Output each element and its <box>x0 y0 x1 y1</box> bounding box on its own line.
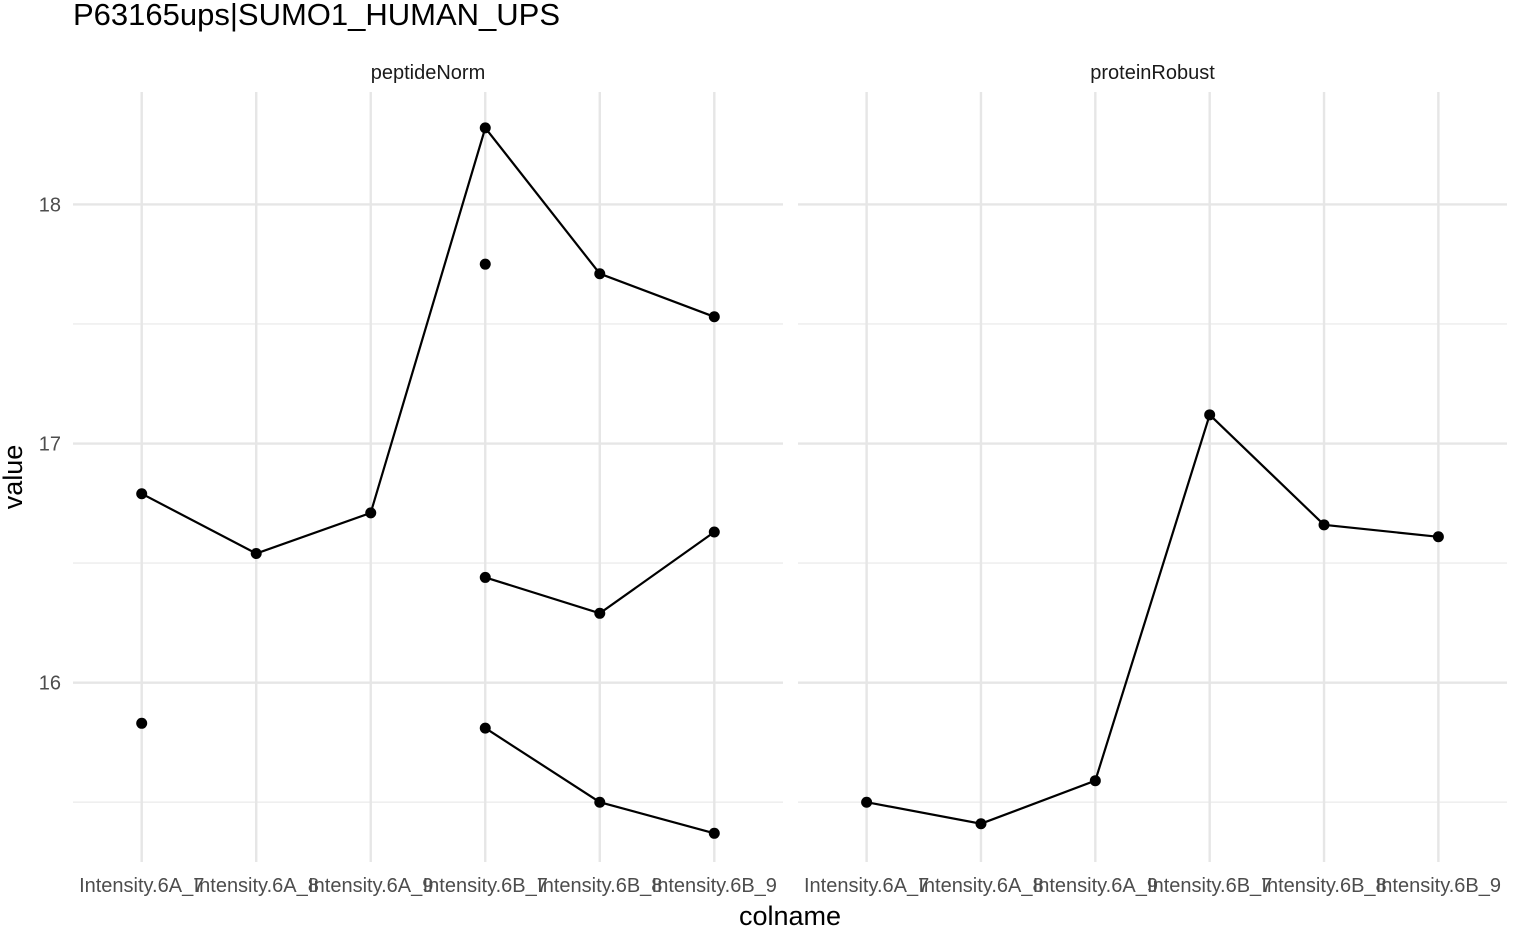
data-point <box>479 122 491 134</box>
data-point <box>136 717 148 729</box>
y-tick-label: 17 <box>39 434 61 456</box>
data-point <box>365 507 377 519</box>
series-line <box>866 412 1439 825</box>
data-point <box>594 268 606 280</box>
y-axis-title: value <box>0 445 28 510</box>
facet-panels: peptideNorm161718Intensity.6A_7Intensity… <box>39 62 1507 897</box>
data-point <box>250 548 262 560</box>
x-tick-label: Intensity.6A_8 <box>918 875 1043 897</box>
data-point <box>708 827 720 839</box>
x-tick-label: Intensity.6A_8 <box>194 875 319 897</box>
series-line <box>141 125 715 555</box>
data-point <box>861 796 873 808</box>
data-point <box>479 722 491 734</box>
data-point <box>975 818 987 830</box>
x-tick-label: Intensity.6B_9 <box>1376 875 1501 897</box>
y-tick-label: 16 <box>39 673 61 695</box>
x-tick-label: Intensity.6A_9 <box>1033 875 1158 897</box>
x-tick-label: Intensity.6B_9 <box>652 875 777 897</box>
x-tick-label: Intensity.6B_7 <box>423 875 548 897</box>
data-point <box>594 796 606 808</box>
y-tick-label: 18 <box>39 194 61 216</box>
panel-peptideNorm: peptideNorm161718Intensity.6A_7Intensity… <box>39 62 783 897</box>
panel-strip-label: proteinRobust <box>1090 62 1215 84</box>
x-tick-label: Intensity.6B_8 <box>537 875 662 897</box>
chart-title: P63165ups|SUMO1_HUMAN_UPS <box>73 0 560 32</box>
data-point <box>136 488 148 500</box>
x-tick-label: Intensity.6B_7 <box>1147 875 1272 897</box>
data-point <box>479 258 491 270</box>
data-point <box>1089 775 1101 787</box>
x-tick-label: Intensity.6B_8 <box>1261 875 1386 897</box>
data-point <box>1432 531 1444 543</box>
data-point <box>594 607 606 619</box>
panel-strip-label: peptideNorm <box>371 62 486 84</box>
data-point <box>708 526 720 538</box>
panel-proteinRobust: proteinRobustIntensity.6A_7Intensity.6A_… <box>798 62 1507 897</box>
data-point <box>1318 519 1330 531</box>
x-tick-label: Intensity.6A_7 <box>79 875 204 897</box>
x-axis-title: colname <box>739 901 841 927</box>
data-point <box>479 571 491 583</box>
data-point <box>1204 409 1216 421</box>
x-tick-label: Intensity.6A_7 <box>804 875 929 897</box>
data-point <box>708 311 720 323</box>
x-tick-label: Intensity.6A_9 <box>308 875 433 897</box>
